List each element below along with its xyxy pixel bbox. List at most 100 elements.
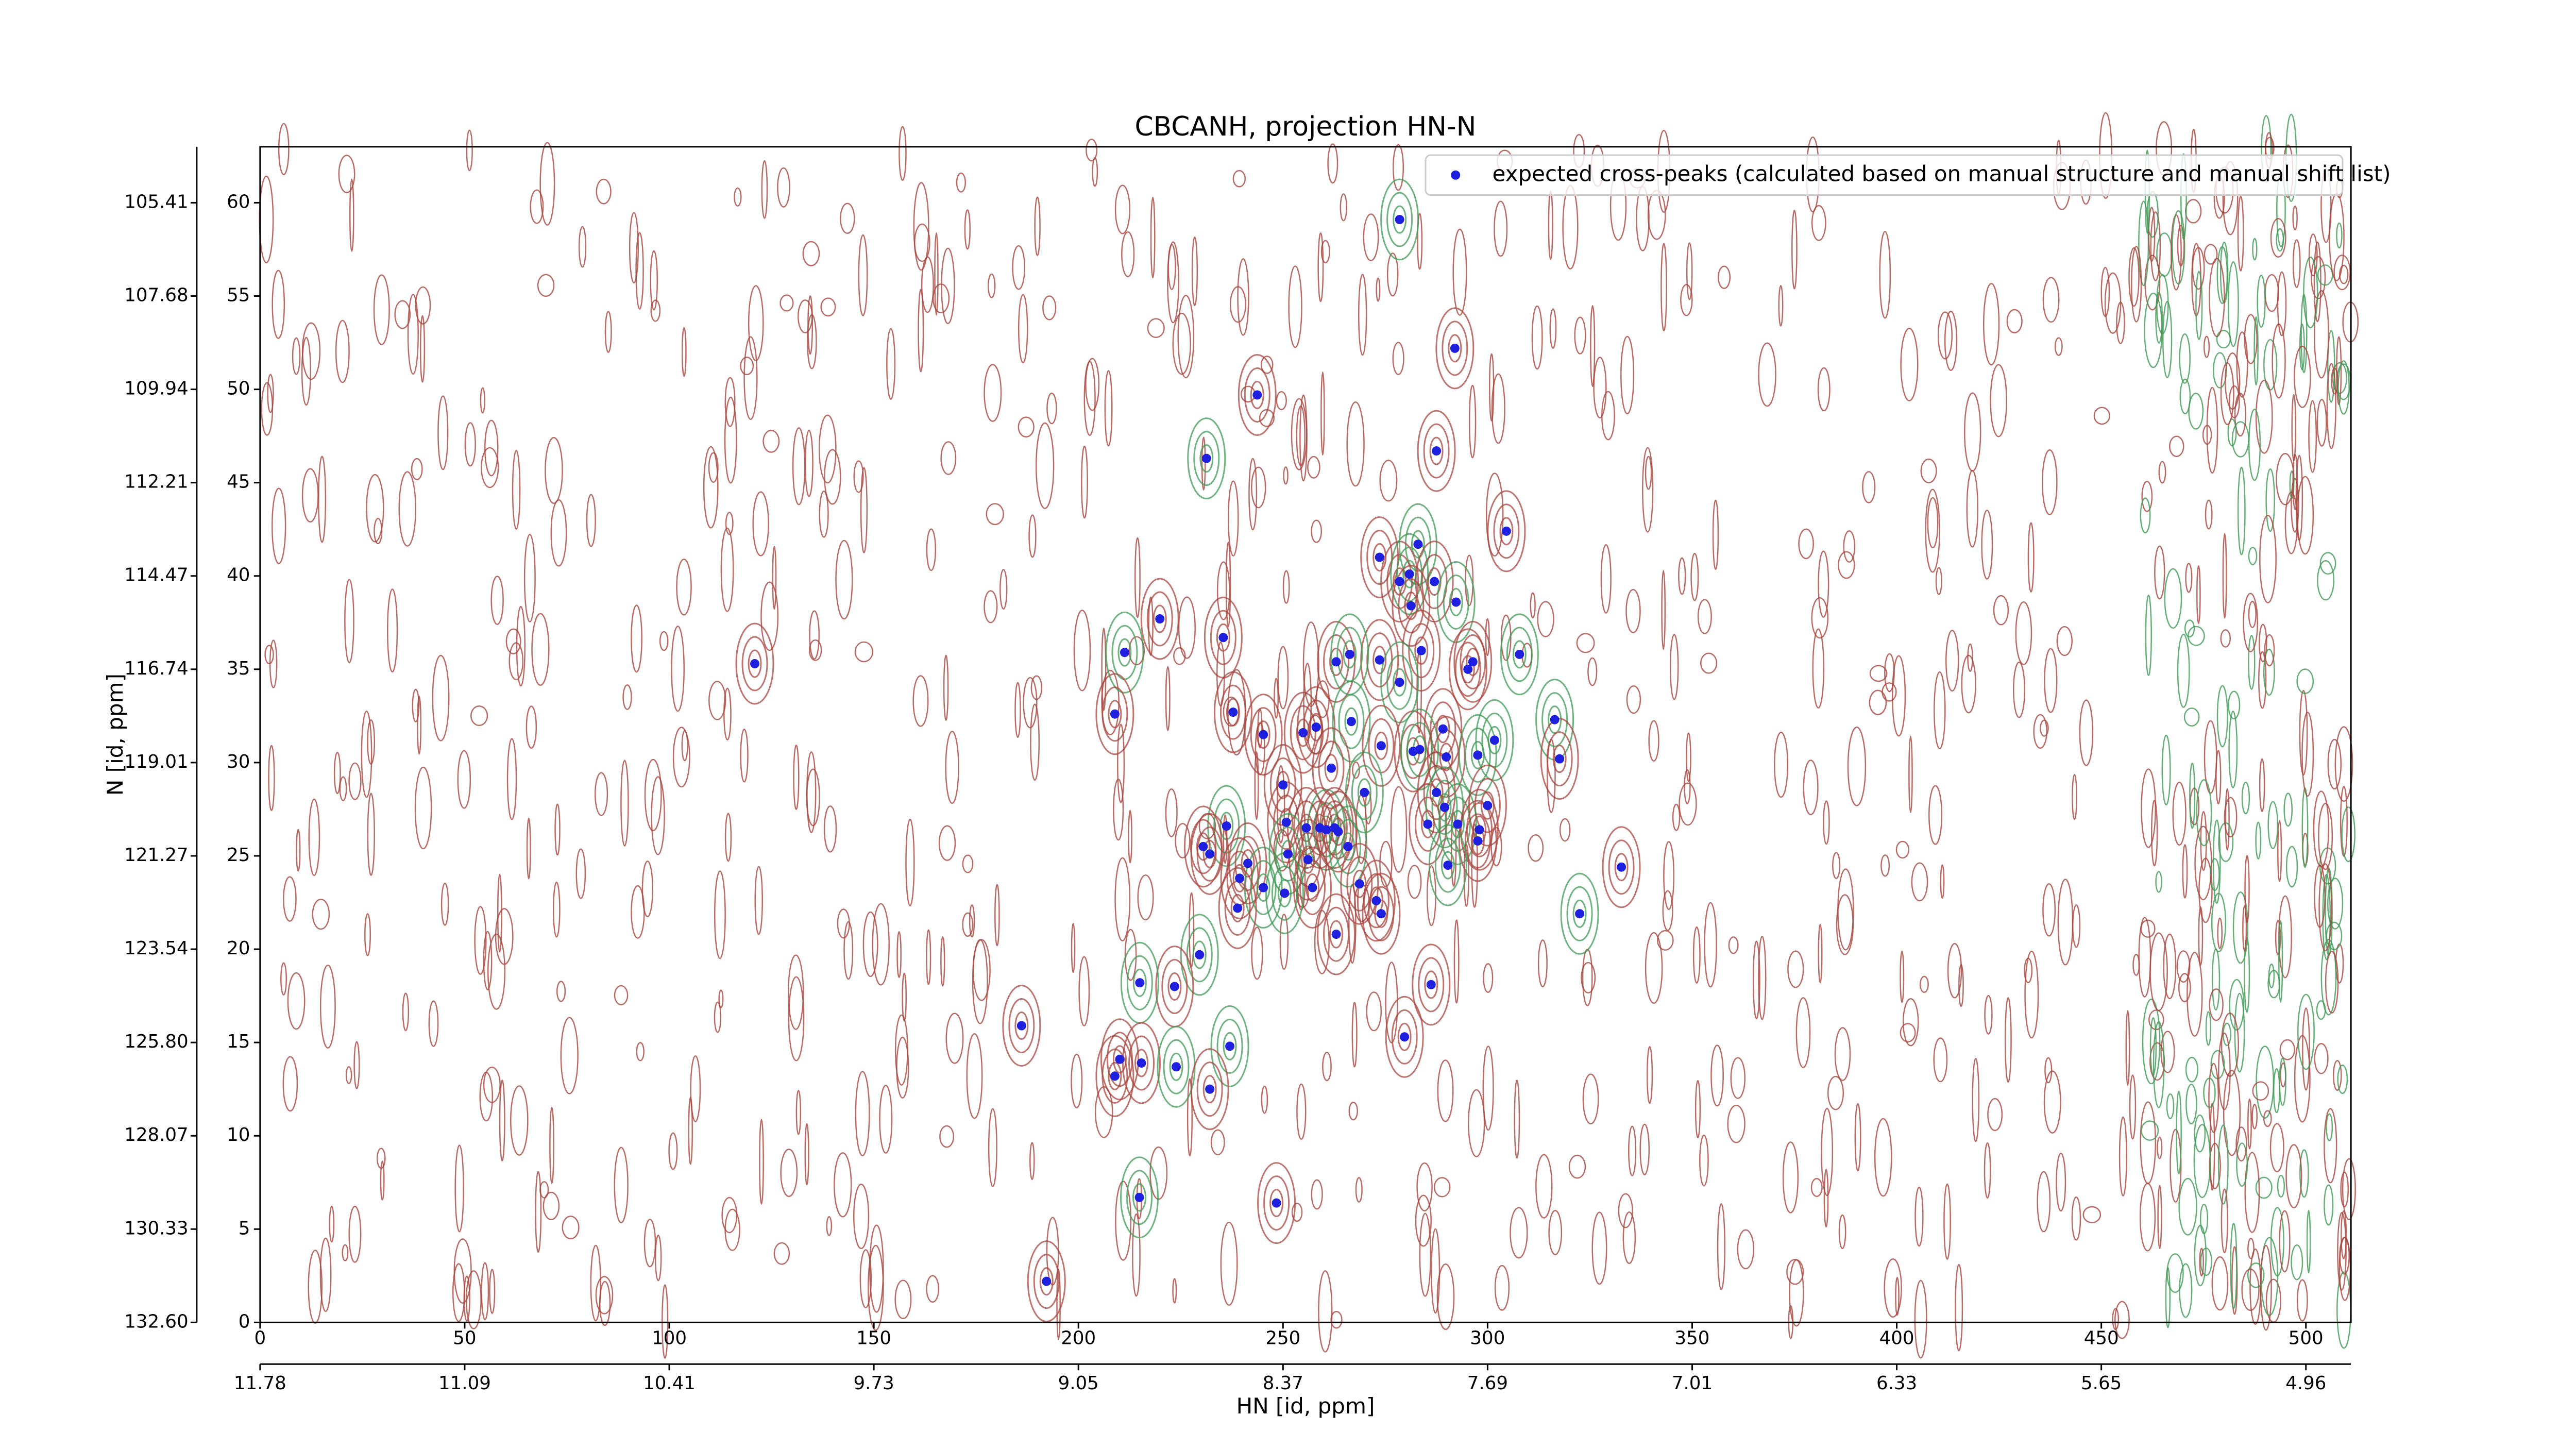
noise-contour <box>629 212 639 284</box>
peak-contour <box>1614 853 1629 882</box>
noise-contour <box>1431 1228 1440 1314</box>
noise-contour <box>1620 335 1635 415</box>
peak-contour <box>1436 715 1450 744</box>
noise-contour <box>2292 239 2301 288</box>
noise-contour <box>2244 855 2250 923</box>
noise-contour <box>2042 883 2056 937</box>
noise-contour <box>2340 1171 2349 1208</box>
noise-contour <box>724 1208 740 1251</box>
noise-contour <box>2279 1210 2291 1273</box>
y2-tick-label: 119.01 <box>124 751 189 772</box>
noise-contour <box>2151 800 2158 867</box>
peak-contour <box>1101 686 1128 742</box>
noise-contour <box>1663 841 1675 911</box>
peak-contour <box>735 622 774 705</box>
cross-peak <box>1346 717 1356 727</box>
noise-contour <box>2043 1070 2061 1134</box>
noise-contour <box>367 793 375 876</box>
noise-contour <box>1220 1221 1238 1306</box>
cross-peak <box>1413 540 1423 549</box>
plot-frame <box>259 146 2352 1323</box>
noise-contour <box>1737 1229 1755 1270</box>
y2-tick-label: 112.21 <box>124 471 189 493</box>
noise-contour <box>1491 373 1505 444</box>
cross-peak <box>1575 909 1585 919</box>
noise-contour <box>2342 1158 2356 1220</box>
noise-contour <box>788 976 805 1062</box>
noise-contour <box>2185 1084 2197 1125</box>
noise-contour <box>1827 1075 1844 1110</box>
noise-contour <box>654 1235 662 1282</box>
noise-contour <box>319 964 336 1049</box>
peak-contour <box>1199 444 1214 473</box>
noise-contour <box>867 1244 884 1331</box>
peak-contour <box>1210 1005 1249 1087</box>
cross-peak <box>1222 821 1231 831</box>
noise-contour <box>2252 238 2258 261</box>
x2-tick-label: 7.69 <box>1467 1373 1508 1394</box>
noise-contour <box>2314 290 2329 379</box>
noise-contour <box>1600 544 1612 614</box>
peak-contour <box>1475 699 1514 781</box>
noise-contour <box>714 1001 722 1033</box>
noise-contour <box>2183 707 2200 727</box>
noise-contour <box>2192 247 2205 290</box>
noise-contour <box>808 639 822 661</box>
noise-contour <box>779 294 794 312</box>
noise-contour <box>1514 1080 1520 1159</box>
noise-contour <box>1810 1177 1823 1197</box>
noise-contour <box>1549 308 1557 349</box>
cross-peak <box>1195 950 1205 959</box>
noise-contour <box>1862 471 1876 503</box>
y-tick-label: 15 <box>227 1031 250 1052</box>
noise-contour <box>454 1144 464 1233</box>
peak-contour <box>1293 847 1332 929</box>
noise-contour <box>1984 995 1993 1035</box>
noise-contour <box>1351 1002 1358 1068</box>
noise-contour <box>345 1066 352 1084</box>
cross-peak <box>1134 1192 1144 1202</box>
noise-contour <box>2237 466 2246 555</box>
noise-contour <box>2339 264 2349 284</box>
noise-contour <box>1690 552 1699 601</box>
noise-contour <box>999 569 1008 610</box>
noise-contour <box>2204 244 2218 265</box>
noise-contour <box>333 751 341 795</box>
noise-contour <box>1282 570 1290 604</box>
noise-contour <box>526 817 531 880</box>
noise-contour <box>2303 257 2318 329</box>
peak-contour <box>1299 860 1326 916</box>
cross-peak <box>1298 728 1308 737</box>
peak-contour <box>1435 307 1475 390</box>
noise-contour <box>2211 1256 2229 1311</box>
peak-contour <box>1132 968 1147 997</box>
noise-contour <box>896 931 902 979</box>
noise-contour <box>2248 547 2258 565</box>
noise-contour <box>1669 634 1679 700</box>
peak-contour <box>1397 1022 1412 1051</box>
cross-peak <box>1331 657 1341 667</box>
noise-contour <box>2196 565 2201 625</box>
noise-contour <box>1679 782 1697 826</box>
peak-contour <box>1470 740 1485 769</box>
noise-contour <box>1216 561 1230 620</box>
noise-contour <box>2248 600 2257 628</box>
peak-contour <box>1329 920 1344 949</box>
peak-contour <box>1338 694 1365 749</box>
noise-contour <box>2185 563 2193 593</box>
peak-contour <box>1566 886 1593 941</box>
noise-contour <box>2217 917 2223 949</box>
noise-contour <box>1908 735 1913 813</box>
x2-tick-label: 9.05 <box>1058 1373 1099 1394</box>
noise-contour <box>2229 979 2245 1031</box>
noise-contour <box>1537 601 1554 637</box>
peak-contour <box>1386 192 1413 247</box>
peak-contour <box>1269 1189 1284 1218</box>
noise-contour <box>2279 1039 2295 1060</box>
noise-contour <box>2187 626 2205 646</box>
noise-contour <box>854 641 874 663</box>
noise-contour <box>499 1080 505 1161</box>
noise-contour <box>1879 230 1891 319</box>
noise-contour <box>2129 1074 2137 1140</box>
noise-contour <box>2015 601 2032 665</box>
